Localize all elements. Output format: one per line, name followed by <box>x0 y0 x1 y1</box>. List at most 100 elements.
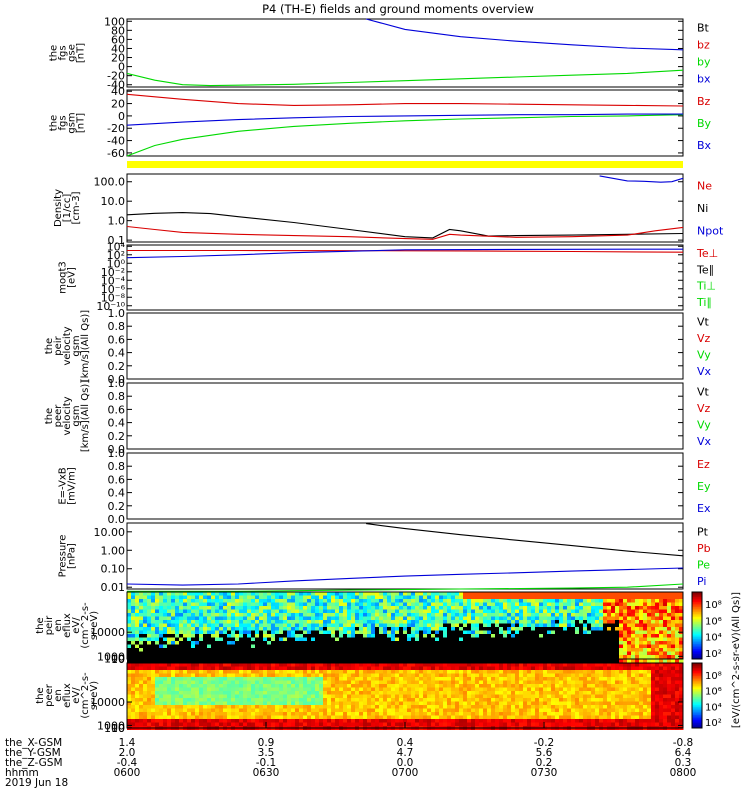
y-tick-label: 0.6 <box>108 333 126 346</box>
y-tick-label: 1.0 <box>108 215 126 228</box>
x-tick-label: 0800 <box>670 767 697 779</box>
y-axis-label: en <box>53 619 64 632</box>
panel-frame <box>126 18 684 88</box>
y-tick-label: 10⁻⁴ <box>101 274 126 287</box>
x-tick-label: -0.2 <box>534 737 555 749</box>
y-tick-label: 10.00 <box>94 526 126 539</box>
colorbar-label: [eV/(cm^2-s-sr-eV)(All Qs)] <box>731 592 742 728</box>
quality-flag-bar <box>127 161 683 168</box>
panel-frame <box>126 244 684 311</box>
panels-group: 100806040200-20-40thefgsgse[nT]Btbzbybx4… <box>5 15 742 789</box>
colorbar: 10⁸ 10⁶ 10⁴ 10² <box>691 591 722 660</box>
legend-entry: Vy <box>697 418 711 431</box>
y-axis-label: eflux <box>62 613 73 638</box>
y-axis-label: fgs <box>58 45 69 60</box>
legend-entry: Bx <box>697 139 712 152</box>
legend-entry: Npot <box>697 225 724 238</box>
legend-entry: Bz <box>697 95 711 108</box>
y-tick-label: 1.0 <box>108 447 126 460</box>
chart-title: P4 (TH-E) fields and ground moments over… <box>262 2 534 16</box>
panel-frame <box>126 312 684 380</box>
y-axis-label: Pressure <box>58 535 69 578</box>
y-tick-label: 0.0 <box>108 513 126 526</box>
legend-entry: Ey <box>697 480 711 493</box>
legend-entry: bz <box>697 39 710 52</box>
y-axis-label: moqt3 <box>58 261 69 294</box>
legend-entry: Vz <box>697 332 711 345</box>
colorbar-tick-label: 10⁸ <box>705 600 722 611</box>
y-axis-label: [nPa] <box>67 543 78 569</box>
legend-entry: Ti⊥ <box>696 280 716 293</box>
y-axis-label: [km/s](All Qs)] <box>80 380 91 452</box>
panel-efield: 1.00.80.60.40.20.0 E=-VxB[mV/m] Ez Ey Ex <box>58 447 711 526</box>
y-tick-label: -40 <box>107 135 125 148</box>
panel-frame <box>126 173 684 243</box>
legend-entry: Vx <box>697 365 712 378</box>
y-tick-label: 0.2 <box>108 430 126 443</box>
y-tick-label: 0.6 <box>108 473 126 486</box>
panel-density: 100.0 10.0 1.0 0.1 Density[1/cc][cm-3] Ne Ni Np… <box>53 173 724 247</box>
legend-entry: By <box>697 117 712 130</box>
series-line-Pe <box>127 583 684 592</box>
legend-entry: bx <box>697 73 711 86</box>
y-axis-label: eV/ <box>71 687 82 704</box>
y-tick-label: 10⁻¹⁰ <box>96 300 125 313</box>
panel-frame <box>126 382 684 450</box>
y-tick-label: 10000 <box>90 696 125 709</box>
y-axis-label: peer <box>53 404 64 428</box>
y-tick-label: 0.01 <box>101 581 126 594</box>
series-line-Ni <box>126 212 684 239</box>
y-tick-label: 0 <box>118 110 125 123</box>
y-axis-label: eV/ <box>71 617 82 634</box>
y-tick-label: 1.0 <box>108 377 126 390</box>
y-axis-label: the <box>44 338 55 354</box>
y-tick-label: 100.0 <box>94 176 126 189</box>
y-tick-label: 10 <box>111 653 125 666</box>
y-tick-label: 100 <box>104 722 125 735</box>
y-axis-label: [km/s](All Qs)] <box>80 310 91 382</box>
y-axis-label: peir <box>44 615 55 635</box>
panel-frame <box>126 591 684 660</box>
colorbar-frame <box>691 591 703 660</box>
legend-entry: Ne <box>697 179 712 192</box>
x-tick-label: 6.4 <box>675 747 692 759</box>
x-row-label: the_Z-GSM <box>5 757 63 769</box>
y-tick-label: 10.0 <box>101 195 126 208</box>
y-tick-label: 1.0 <box>108 307 126 320</box>
y-axis-label: [cm-3] <box>71 191 82 224</box>
y-axis-label: eflux <box>62 683 73 708</box>
y-axis-label: en <box>53 689 64 702</box>
x-tick-label: 0.3 <box>675 757 692 769</box>
y-axis-label: the <box>35 687 46 703</box>
y-tick-label: 10⁴ <box>107 240 126 253</box>
y-tick-label: 0.2 <box>108 360 126 373</box>
panel-peir_velocity: 1.00.80.60.40.20.0 thepeirvelocitygsm[km/… <box>44 307 712 386</box>
y-tick-label: -40 <box>107 79 125 92</box>
panel-frame <box>126 522 684 590</box>
y-axis-label: the <box>35 617 46 633</box>
y-tick-label: 0.2 <box>108 500 126 513</box>
series-line-Te⊥ <box>127 249 684 253</box>
x-tick-label: -0.4 <box>117 757 138 769</box>
colorbar-tick-label: 10⁶ <box>705 687 722 698</box>
x-tick-label: 0630 <box>253 767 280 779</box>
x-row-label: 2019 Jun 18 <box>5 777 68 789</box>
x-row-label: hhmm <box>5 767 39 779</box>
panel-frame <box>126 452 684 520</box>
y-tick-label: 0.0 <box>108 373 126 386</box>
x-tick-label: 2.0 <box>119 747 136 759</box>
series-line-Bz <box>126 93 684 107</box>
x-tick-label: 0.2 <box>536 757 553 769</box>
series-line-By <box>126 114 684 157</box>
x-tick-label: 3.5 <box>258 747 275 759</box>
y-tick-label: 80 <box>111 24 125 37</box>
y-tick-label: 0.8 <box>108 390 126 403</box>
legend-entry: Ti∥ <box>696 296 712 309</box>
panel-pressure: 10.00 1.00 0.10 0.01 Pressure[nPa] Pt Pb Pe Pi <box>58 522 711 594</box>
y-tick-label: 1000 <box>97 650 125 663</box>
y-axis-label: sr-eV) <box>89 611 100 640</box>
legend-entry: by <box>697 56 711 69</box>
x-tick-label: 0.0 <box>397 757 414 769</box>
colorbar-tick-label: 10⁸ <box>705 671 722 682</box>
